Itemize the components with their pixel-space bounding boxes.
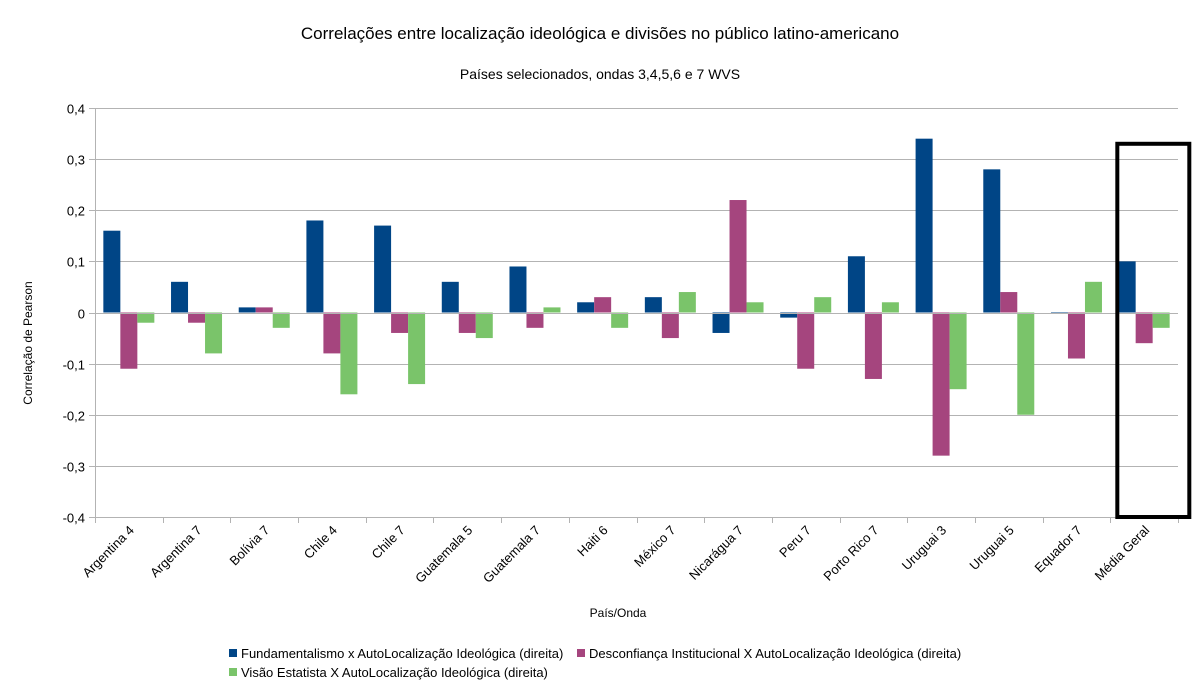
bar — [780, 312, 798, 318]
x-tick-label: Argentina 4 — [79, 523, 137, 581]
bar — [594, 297, 612, 313]
bar — [1017, 312, 1035, 415]
bar — [1067, 312, 1085, 359]
bar — [171, 281, 189, 313]
bar — [306, 220, 324, 313]
bar — [323, 312, 341, 354]
y-tick-label: 0,4 — [67, 102, 85, 117]
bar — [458, 312, 476, 333]
legend-label: Fundamentalismo x AutoLocalização Ideoló… — [241, 646, 563, 661]
bar — [1152, 312, 1170, 328]
bar — [374, 225, 392, 313]
x-tick-label: Nicarágua 7 — [686, 523, 746, 583]
legend-swatch — [577, 649, 585, 657]
x-tick-label: Argentina 7 — [147, 523, 205, 581]
x-tick-label: Chile 7 — [368, 523, 407, 562]
y-tick-label: -0,4 — [63, 511, 85, 526]
x-tick-label: México 7 — [631, 523, 678, 570]
highlight-box — [1115, 141, 1192, 519]
axes — [89, 108, 1179, 523]
bar — [1118, 261, 1136, 313]
bar — [577, 302, 595, 313]
bar — [543, 307, 561, 313]
chart-title: Correlações entre localização ideológica… — [301, 24, 899, 43]
bar — [391, 312, 409, 333]
bar — [678, 292, 696, 313]
bar — [103, 230, 121, 313]
bar — [847, 256, 865, 313]
y-tick-labels: 0,4 0,3 0,2 0,1 0 -0,1 -0,2 -0,3 -0,4 — [63, 102, 85, 526]
bar — [255, 307, 273, 313]
x-tick-labels: Argentina 4 Argentina 7 Bolívia 7 Chile 4 Ch… — [79, 522, 1152, 585]
bar — [881, 302, 899, 313]
y-tick-label: 0,1 — [67, 255, 85, 270]
bar — [238, 307, 256, 313]
bar — [864, 312, 882, 379]
bars — [103, 138, 1170, 456]
highlight-rect — [1115, 141, 1192, 519]
bar — [272, 312, 290, 328]
x-tick-label: Uruguai 5 — [966, 523, 1016, 573]
bar — [441, 281, 459, 313]
chart-subtitle: Países selecionados, ondas 3,4,5,6 e 7 W… — [460, 66, 740, 82]
bar — [205, 312, 223, 354]
legend-label: Visão Estatista X AutoLocalização Ideoló… — [241, 665, 548, 680]
y-tick-label: 0,2 — [67, 204, 85, 219]
legend-label: Desconfiança Institucional X AutoLocaliz… — [589, 646, 961, 661]
bar — [644, 297, 662, 313]
bar — [983, 169, 1001, 313]
x-tick-label: Haiti 6 — [574, 523, 611, 560]
bar — [1084, 281, 1102, 313]
legend-swatch — [229, 649, 237, 657]
bar — [1000, 292, 1018, 313]
bar — [475, 312, 493, 339]
bar — [137, 312, 155, 323]
bar — [814, 297, 832, 313]
bar — [526, 312, 544, 328]
bar — [611, 312, 629, 328]
x-tick-label: Chile 4 — [301, 523, 340, 562]
y-tick-label: 0 — [78, 307, 85, 322]
bar — [746, 302, 764, 313]
bar — [797, 312, 815, 369]
x-tick-label: Porto Rico 7 — [820, 523, 881, 584]
y-tick-label: -0,3 — [63, 460, 85, 475]
y-tick-label: -0,2 — [63, 409, 85, 424]
x-axis-label: País/Onda — [590, 606, 647, 620]
bar — [509, 266, 527, 313]
legend: Fundamentalismo x AutoLocalização Ideoló… — [229, 646, 961, 680]
bar — [915, 138, 933, 313]
x-tick-label: Uruguai 3 — [899, 523, 949, 573]
bar — [729, 200, 747, 313]
bar — [340, 312, 358, 395]
bar — [661, 312, 679, 339]
x-tick-label: Média Geral — [1092, 522, 1153, 583]
y-tick-label: 0,3 — [67, 153, 85, 168]
bar — [408, 312, 426, 385]
bar — [712, 312, 730, 333]
x-tick-label: Peru 7 — [776, 523, 814, 561]
x-tick-label: Bolívia 7 — [226, 523, 272, 569]
bar — [1135, 312, 1153, 344]
x-tick-label: Guatemala 7 — [480, 523, 543, 586]
bar — [188, 312, 206, 323]
legend-swatch — [229, 668, 237, 676]
y-axis-label: Correlação de Pearson — [21, 281, 35, 404]
bar — [932, 312, 950, 456]
bar — [120, 312, 138, 369]
bar — [949, 312, 967, 390]
x-tick-label: Equador 7 — [1032, 523, 1085, 576]
x-tick-label: Guatemala 5 — [412, 523, 475, 586]
y-tick-label: -0,1 — [63, 358, 85, 373]
